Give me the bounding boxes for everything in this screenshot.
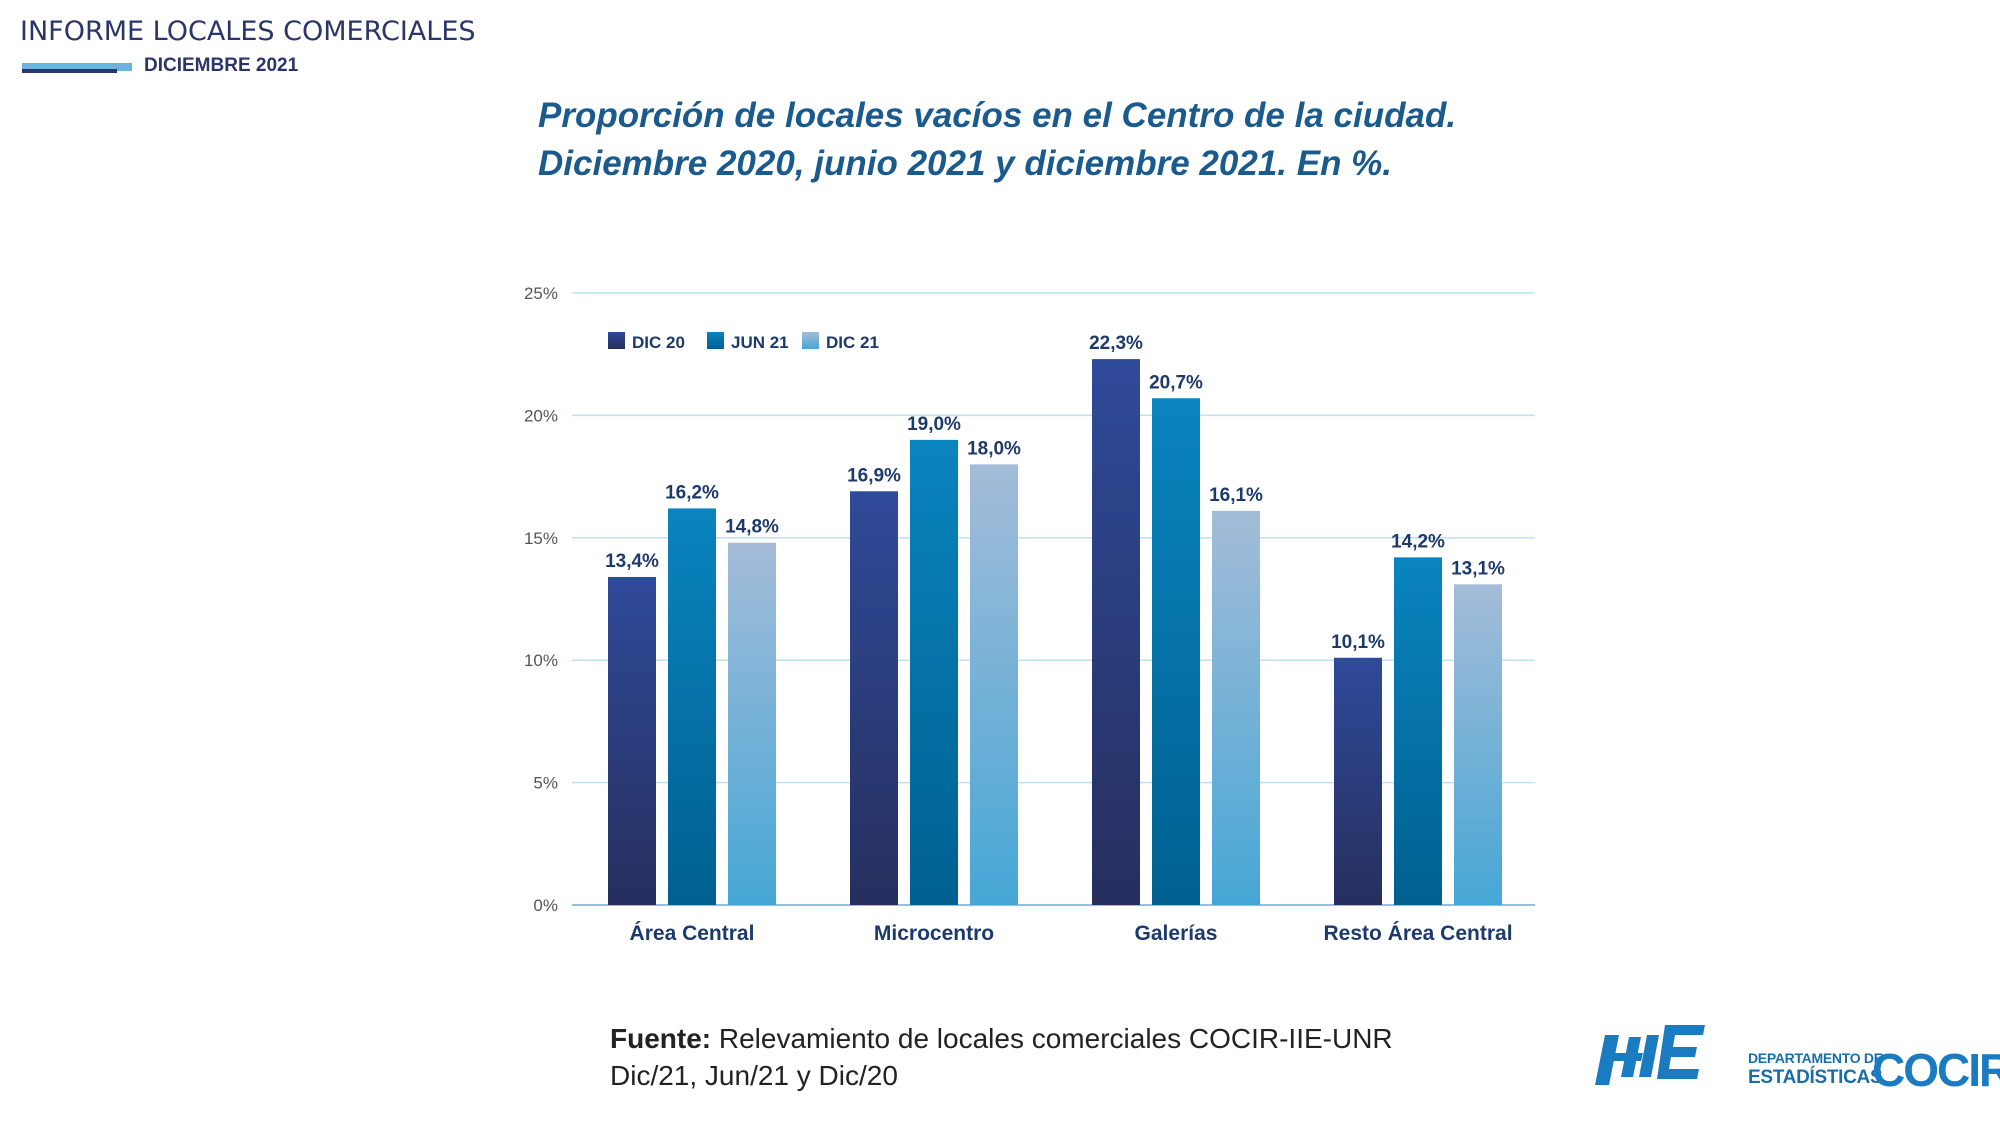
dept-label-line2: ESTADÍSTICAS: [1748, 1067, 1883, 1088]
bar-jun-21: [910, 439, 958, 905]
data-label: 16,2%: [665, 482, 719, 503]
y-tick-label: 20%: [524, 406, 558, 425]
legend-swatch: [707, 332, 724, 349]
dept-label-line1: DEPARTAMENTO DE: [1748, 1050, 1883, 1066]
bar-dic-21: [970, 464, 1018, 905]
source-text: Relevamiento de locales comerciales COCI…: [718, 1023, 1393, 1054]
cocir-logo: COCIR: [1872, 1044, 2000, 1096]
header-accent-bar: [22, 63, 132, 71]
bar-jun-21: [668, 508, 716, 905]
chart-title: Proporción de locales vacíos en el Centr…: [538, 92, 1456, 188]
data-label: 16,9%: [847, 465, 901, 486]
bar-dic-20: [608, 576, 656, 905]
y-tick-label: 0%: [533, 896, 558, 915]
data-label: 13,1%: [1451, 558, 1505, 579]
bar-chart: 0% 5% 10% 15% 20% 25% 13,4% 16,2% 14,8% 16,9% 19,…: [524, 284, 1535, 945]
bar-dic-21: [1454, 584, 1502, 905]
iie-logo: [1595, 1025, 1705, 1085]
data-label: 10,1%: [1331, 632, 1385, 653]
legend-label: DIC 20: [632, 333, 685, 352]
y-tick-label: 10%: [524, 651, 558, 670]
report-date: DICIEMBRE 2021: [144, 55, 299, 76]
bar-jun-21: [1394, 557, 1442, 905]
legend-swatch: [608, 332, 625, 349]
bar-dic-21: [728, 542, 776, 905]
bar-dic-20: [850, 491, 898, 905]
y-tick-label: 25%: [524, 284, 558, 303]
legend-swatch: [802, 332, 819, 349]
y-tick-label: 5%: [533, 774, 558, 793]
source-note: Fuente: Relevamiento de locales comercia…: [610, 1020, 1393, 1094]
chart-title-line1: Proporción de locales vacíos en el Centr…: [538, 96, 1457, 135]
report-title: INFORME LOCALES COMERCIALES: [20, 16, 476, 47]
data-label: 19,0%: [907, 414, 961, 435]
legend-label: JUN 21: [731, 333, 789, 352]
data-label: 13,4%: [605, 551, 659, 572]
bar-dic-20: [1334, 657, 1382, 905]
data-label: 14,2%: [1391, 531, 1445, 552]
data-label: 14,8%: [725, 517, 779, 538]
bar-jun-21: [1152, 398, 1200, 905]
source-dates: Dic/21, Jun/21 y Dic/20: [610, 1060, 898, 1091]
y-tick-label: 15%: [524, 529, 558, 548]
source-label: Fuente:: [610, 1023, 712, 1054]
category-label: Resto Área Central: [1323, 922, 1512, 945]
category-label: Galerías: [1135, 922, 1218, 945]
data-label: 20,7%: [1149, 372, 1203, 393]
data-label: 16,1%: [1209, 485, 1263, 506]
header-accent-bar-dark: [22, 69, 117, 73]
legend-label: DIC 21: [826, 333, 879, 352]
data-label: 18,0%: [967, 438, 1021, 459]
data-label: 22,3%: [1089, 333, 1143, 354]
category-label: Área Central: [630, 922, 755, 945]
bar-dic-20: [1092, 359, 1140, 905]
bar-dic-21: [1212, 510, 1260, 905]
category-label: Microcentro: [874, 922, 994, 945]
chart-title-line2: Diciembre 2020, junio 2021 y diciembre 2…: [538, 144, 1393, 183]
